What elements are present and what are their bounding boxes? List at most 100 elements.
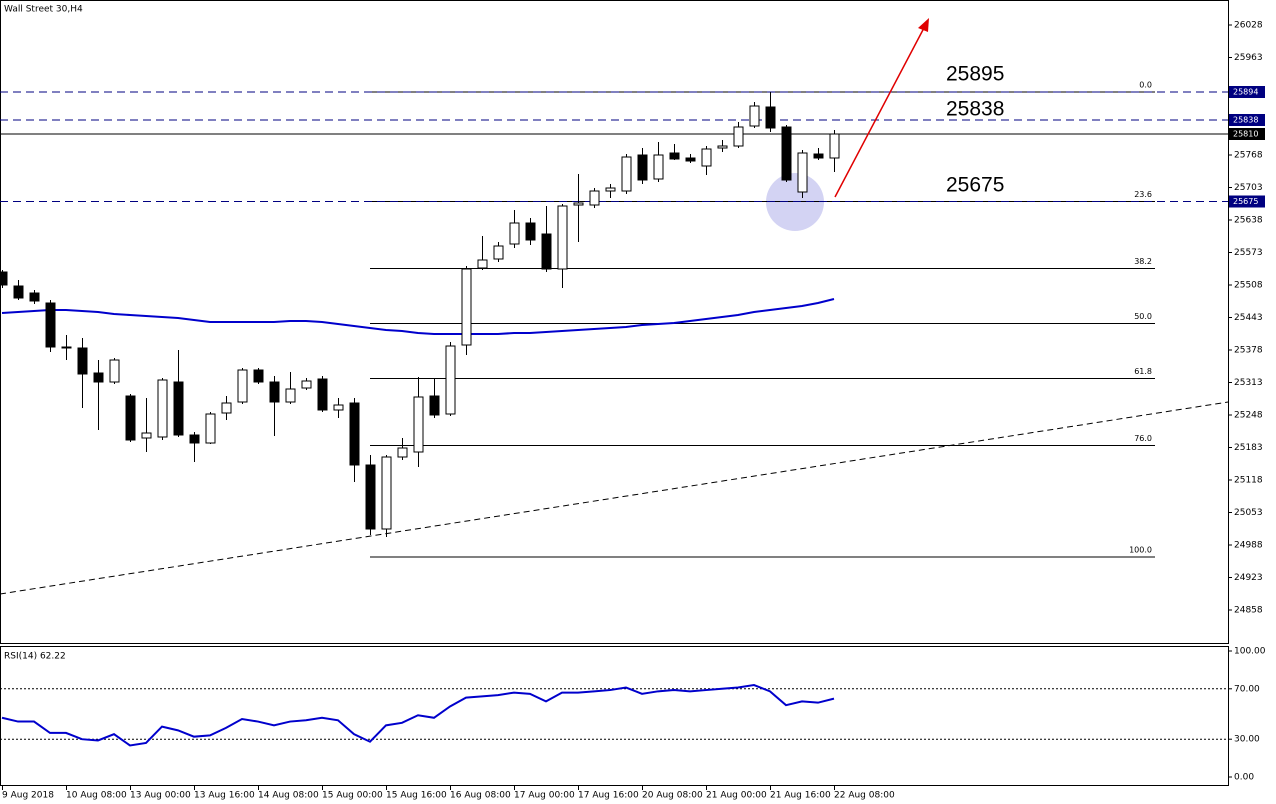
rsi-tick-label: 100.00 — [1234, 647, 1266, 657]
bear-candle — [253, 369, 264, 383]
fib-label: 100.0 — [1129, 546, 1152, 555]
bear-candle — [77, 347, 88, 375]
rsi-title: RSI(14) 62.22 — [4, 652, 66, 662]
y-tick-label: 25313 — [1234, 378, 1263, 388]
bull-candle — [445, 345, 456, 415]
bull-candle — [653, 154, 664, 180]
y-tick-label: 25638 — [1234, 216, 1263, 226]
bear-candle — [669, 152, 680, 160]
bear-candle — [29, 292, 40, 302]
main-panel — [0, 0, 1229, 644]
annotation: 25895 — [946, 63, 1004, 86]
x-tick-label: 14 Aug 08:00 — [258, 791, 319, 801]
bear-candle — [93, 372, 104, 383]
bear-candle — [13, 285, 24, 299]
arrow-head — [918, 18, 929, 32]
y-tick-label: 24923 — [1234, 573, 1263, 583]
bull-candle — [589, 190, 600, 206]
rsi-panel — [0, 646, 1229, 786]
bull-candle — [797, 152, 808, 193]
x-tick-label: 13 Aug 16:00 — [194, 791, 255, 801]
bull-candle — [397, 447, 408, 458]
bear-candle — [0, 271, 8, 286]
bear-candle — [317, 378, 328, 411]
moving-average — [1, 298, 835, 335]
bull-candle — [605, 187, 616, 192]
bull-candle — [733, 126, 744, 147]
bull-candle — [509, 222, 520, 245]
price-tag-label: 25894 — [1233, 88, 1258, 97]
rsi-tick-label: 0.00 — [1234, 773, 1254, 783]
fib-label: 23.6 — [1134, 190, 1152, 199]
x-tick-label: 21 Aug 16:00 — [770, 791, 831, 801]
y-tick-label: 24988 — [1234, 541, 1263, 551]
annotation: 25675 — [946, 174, 1004, 197]
x-tick-label: 17 Aug 00:00 — [514, 791, 575, 801]
bear-candle — [45, 302, 56, 348]
arrow-line — [834, 25, 926, 198]
x-tick-label: 15 Aug 00:00 — [322, 791, 383, 801]
bull-candle — [221, 402, 232, 414]
y-tick-label: 25768 — [1234, 151, 1263, 161]
y-tick-label: 25378 — [1234, 346, 1263, 356]
bear-candle — [189, 434, 200, 444]
bear-candle — [349, 402, 360, 466]
bear-candle — [813, 153, 824, 159]
bull-candle — [237, 369, 248, 403]
bull-candle — [205, 413, 216, 444]
bear-candle — [365, 464, 376, 530]
bear-candle — [269, 381, 280, 403]
price-tag — [1229, 114, 1265, 126]
x-tick-label: 9 Aug 2018 — [2, 791, 54, 801]
bear-candle — [781, 126, 792, 181]
x-tick-label: 10 Aug 08:00 — [66, 791, 127, 801]
bear-candle — [765, 106, 776, 129]
trend-line — [0, 401, 1229, 595]
y-tick-label: 25508 — [1234, 281, 1263, 291]
bull-candle — [141, 432, 152, 439]
y-tick-label: 24858 — [1234, 606, 1263, 616]
x-tick-label: 15 Aug 16:00 — [386, 791, 447, 801]
price-tag — [1229, 86, 1265, 98]
bull-candle — [333, 404, 344, 411]
bear-candle — [525, 222, 536, 241]
bull-candle — [829, 133, 840, 159]
fib-label: 38.2 — [1134, 257, 1152, 266]
y-tick-label: 25183 — [1234, 443, 1263, 453]
bull-candle — [461, 268, 472, 346]
bear-candle — [541, 233, 552, 270]
bull-candle — [477, 259, 488, 269]
price-tag-label: 25675 — [1233, 197, 1258, 206]
rsi-line — [1, 683, 835, 747]
bull-candle — [573, 202, 584, 206]
bull-candle — [749, 105, 760, 127]
x-tick-label: 20 Aug 08:00 — [642, 791, 703, 801]
fib-label: 50.0 — [1134, 312, 1152, 321]
bull-candle — [381, 456, 392, 530]
price-tag — [1229, 195, 1265, 208]
bull-candle — [701, 148, 712, 167]
rsi-tick-label: 30.00 — [1234, 735, 1260, 745]
annotation: 25838 — [946, 98, 1004, 121]
y-tick-label: 25053 — [1234, 508, 1263, 518]
bull-candle — [109, 359, 120, 383]
bear-candle — [637, 154, 648, 181]
bear-candle — [429, 395, 440, 416]
bull-candle — [413, 396, 424, 453]
x-tick-label: 22 Aug 08:00 — [834, 791, 895, 801]
bull-candle — [493, 245, 504, 260]
x-tick-label: 13 Aug 00:00 — [130, 791, 191, 801]
price-tag-label: 25810 — [1233, 130, 1258, 139]
y-tick-label: 26028 — [1234, 21, 1263, 31]
x-tick-label: 17 Aug 16:00 — [578, 791, 639, 801]
y-tick-label: 25573 — [1234, 248, 1263, 258]
bear-candle — [61, 346, 72, 349]
bear-candle — [685, 157, 696, 162]
fib-label: 76.0 — [1134, 434, 1152, 443]
bull-candle — [557, 205, 568, 270]
fib-label: 61.8 — [1134, 367, 1152, 376]
chart-title: Wall Street 30,H4 — [4, 5, 83, 15]
bull-candle — [285, 388, 296, 403]
